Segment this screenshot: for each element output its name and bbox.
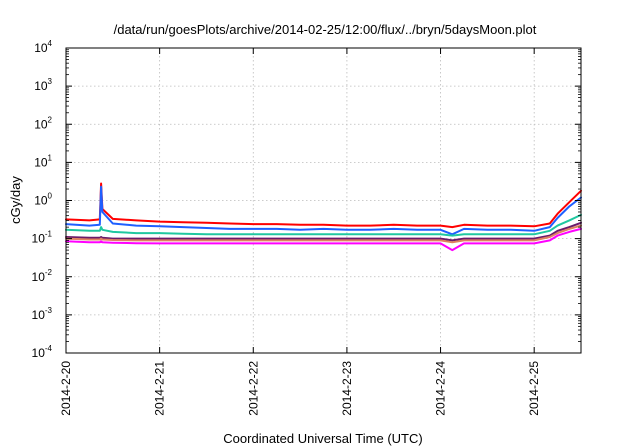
y-tick-exponent: 1 <box>48 153 53 162</box>
y-tick-label: 10-3 <box>32 306 53 322</box>
x-tick-label: 2014-2-20 <box>59 361 73 416</box>
y-tick-base: 10 <box>32 346 46 360</box>
y-tick-exponent: 2 <box>48 115 53 124</box>
series-line-2 <box>65 185 582 236</box>
x-tick-label: 2014-2-23 <box>340 361 354 416</box>
y-tick-exponent: -1 <box>45 230 53 239</box>
y-tick-exponent: -4 <box>45 344 53 353</box>
y-tick-exponent: 4 <box>48 39 53 48</box>
series-line-6 <box>65 227 582 252</box>
y-tick-label: 104 <box>34 39 52 55</box>
y-axis-label: cGy/day <box>8 176 23 224</box>
series-line-1 <box>65 182 582 229</box>
y-tick-exponent: -2 <box>45 268 53 277</box>
y-tick-label: 100 <box>34 192 52 208</box>
y-tick-base: 10 <box>34 79 48 93</box>
axis-ticks <box>65 47 581 354</box>
y-tick-base: 10 <box>32 308 46 322</box>
y-tick-base: 10 <box>32 232 46 246</box>
series-line-3 <box>65 213 582 237</box>
y-tick-exponent: 0 <box>48 192 53 201</box>
series-line-4 <box>65 221 582 242</box>
series-line-5 <box>65 224 582 244</box>
x-tick-label: 2014-2-21 <box>153 361 167 416</box>
y-tick-label: 10-1 <box>32 230 53 246</box>
y-tick-label: 102 <box>34 115 52 131</box>
y-tick-label: 101 <box>34 153 52 169</box>
chart-title: /data/run/goesPlots/archive/2014-02-25/1… <box>114 22 537 37</box>
x-axis-label: Coordinated Universal Time (UTC) <box>223 431 422 446</box>
x-tick-label: 2014-2-22 <box>246 361 260 416</box>
x-tick-label: 2014-2-25 <box>527 361 541 416</box>
y-tick-base: 10 <box>34 41 48 55</box>
x-tick-label: 2014-2-24 <box>434 361 448 416</box>
y-tick-base: 10 <box>34 194 48 208</box>
y-tick-base: 10 <box>34 155 48 169</box>
series-lines <box>65 182 582 252</box>
y-tick-exponent: 3 <box>48 77 53 86</box>
y-tick-exponent: -3 <box>45 306 53 315</box>
y-tick-base: 10 <box>34 117 48 131</box>
x-tick-labels: 2014-2-20 2014-2-21 2014-2-22 2014-2-23 2014… <box>59 361 541 416</box>
y-tick-label: 103 <box>34 77 52 93</box>
y-tick-label: 10-4 <box>32 344 53 360</box>
y-tick-base: 10 <box>32 270 46 284</box>
y-tick-label: 10-2 <box>32 268 53 284</box>
